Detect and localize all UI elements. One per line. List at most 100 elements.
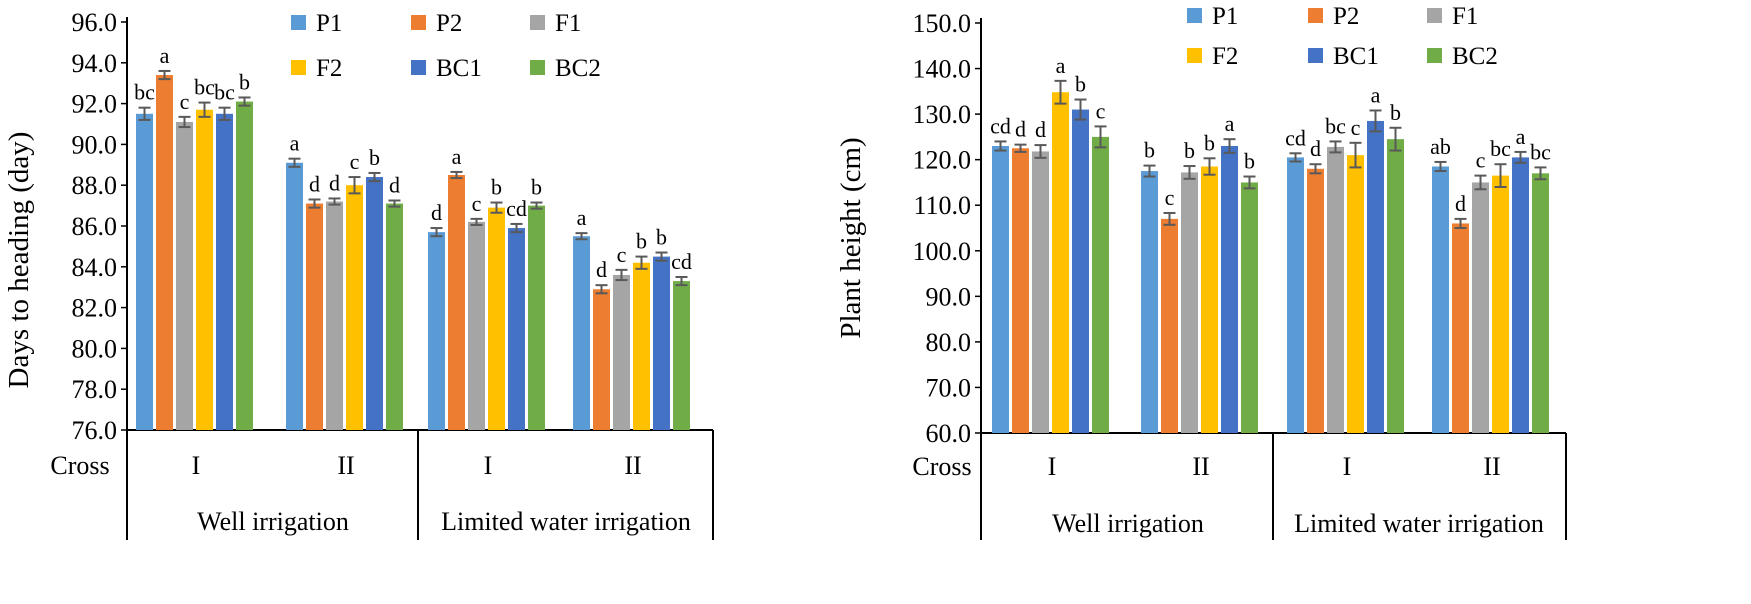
right-bar-f2 <box>1201 166 1218 433</box>
right-significance-letter: cd <box>1285 125 1306 150</box>
left-y-tick-label: 88.0 <box>72 171 118 200</box>
right-bar-f2 <box>1492 175 1509 433</box>
left-significance-letter: d <box>596 257 607 282</box>
left-legend-swatch-p1 <box>291 15 306 30</box>
right-category-label: II <box>1483 452 1500 481</box>
right-bar-p2 <box>1012 148 1029 433</box>
left-bar-bc2 <box>528 205 545 430</box>
right-cross-label: Cross <box>912 452 971 481</box>
right-y-tick-label: 60.0 <box>926 419 972 448</box>
right-y-axis-title: Plant height (cm) <box>835 137 867 338</box>
left-significance-letter: b <box>531 175 542 200</box>
left-bar-bc2 <box>386 203 403 430</box>
left-significance-letter: c <box>617 242 627 267</box>
left-bar-p2 <box>593 289 610 430</box>
left-y-tick-label: 86.0 <box>72 212 118 241</box>
left-significance-letter: b <box>636 229 647 254</box>
right-bar-p2 <box>1161 218 1178 433</box>
right-bar-f1 <box>1032 151 1049 433</box>
left-significance-letter: d <box>431 200 442 225</box>
right-group-label: Limited water irrigation <box>1294 509 1544 538</box>
left-y-tick-label: 96.0 <box>72 8 118 37</box>
left-bar-p1 <box>286 162 303 430</box>
right-significance-letter: a <box>1516 124 1526 149</box>
right-bar-bc2 <box>1387 139 1404 433</box>
right-significance-letter: d <box>1455 191 1466 216</box>
left-y-tick-label: 80.0 <box>72 334 118 363</box>
left-significance-letter: b <box>656 225 667 250</box>
right-legend-swatch-p2 <box>1308 8 1323 23</box>
left-bar-p1 <box>573 236 590 430</box>
left-legend-swatch-bc1 <box>411 60 426 75</box>
right-significance-letter: bc <box>1530 139 1551 164</box>
right-bar-bc1 <box>1221 146 1238 433</box>
left-y-tick-label: 94.0 <box>72 49 118 78</box>
left-significance-letter: a <box>290 131 300 156</box>
left-significance-letter: c <box>472 191 482 216</box>
right-legend-swatch-f2 <box>1187 48 1202 63</box>
right-category-label: I <box>1343 452 1352 481</box>
left-significance-letter: d <box>309 171 320 196</box>
right-significance-letter: b <box>1184 138 1195 163</box>
right-bar-f2 <box>1347 155 1364 433</box>
right-significance-letter: bc <box>1490 136 1511 161</box>
left-bar-p1 <box>136 113 153 431</box>
right-y-tick-label: 120.0 <box>913 146 972 175</box>
left-significance-letter: a <box>160 43 170 68</box>
left-group-label: Well irrigation <box>197 507 349 536</box>
left-significance-letter: bc <box>194 75 215 100</box>
left-significance-letter: b <box>239 69 250 94</box>
right-bar-p1 <box>1432 166 1449 433</box>
right-y-tick-label: 140.0 <box>913 55 972 84</box>
left-bar-bc1 <box>653 256 670 430</box>
left-y-tick-label: 84.0 <box>72 253 118 282</box>
left-bar-p2 <box>448 175 465 430</box>
right-significance-letter: a <box>1371 82 1381 107</box>
left-bar-f1 <box>176 121 193 431</box>
left-significance-letter: b <box>491 175 502 200</box>
right-significance-letter: c <box>1351 115 1361 140</box>
left-legend-swatch-f1 <box>530 15 545 30</box>
left-bar-f1 <box>468 221 485 430</box>
left-legend-swatch-p2 <box>411 15 426 30</box>
right-significance-letter: d <box>1015 117 1026 142</box>
right-bar-f1 <box>1472 182 1489 433</box>
right-significance-letter: a <box>1225 111 1235 136</box>
right-y-tick-label: 110.0 <box>913 191 971 220</box>
left-significance-letter: c <box>350 149 360 174</box>
right-significance-letter: ab <box>1430 134 1451 159</box>
right-significance-letter: b <box>1204 130 1215 155</box>
right-y-tick-label: 100.0 <box>913 237 972 266</box>
left-category-label: I <box>192 451 201 480</box>
right-group-label: Well irrigation <box>1052 509 1204 538</box>
right-category-label: II <box>1192 452 1209 481</box>
right-y-tick-label: 80.0 <box>926 328 972 357</box>
right-bar-f2 <box>1052 92 1069 433</box>
left-y-tick-label: 76.0 <box>72 416 118 445</box>
left-significance-letter: a <box>577 205 587 230</box>
left-y-tick-label: 82.0 <box>72 294 118 323</box>
left-legend-label: BC1 <box>436 55 482 82</box>
right-legend-swatch-bc1 <box>1308 48 1323 63</box>
right-significance-letter: b <box>1390 100 1401 125</box>
left-y-axis-title: Days to heading (day) <box>3 132 35 389</box>
left-category-label: II <box>624 451 641 480</box>
left-group-label: Limited water irrigation <box>441 507 691 536</box>
right-significance-letter: a <box>1056 53 1066 78</box>
left-bar-f1 <box>326 201 343 430</box>
left-legend-label: F2 <box>316 55 342 82</box>
left-significance-letter: cd <box>671 249 692 274</box>
left-legend-label: P2 <box>436 10 462 37</box>
right-legend-label: P2 <box>1333 3 1359 30</box>
right-bar-bc1 <box>1512 157 1529 433</box>
left-bar-p2 <box>156 75 173 430</box>
right-legend-swatch-f1 <box>1427 8 1442 23</box>
right-significance-letter: bc <box>1325 113 1346 138</box>
left-bar-f2 <box>488 207 505 430</box>
right-legend-label: F1 <box>1452 3 1478 30</box>
left-bar-f2 <box>633 262 650 430</box>
right-bar-f1 <box>1181 172 1198 433</box>
right-significance-letter: c <box>1165 185 1175 210</box>
left-bar-bc1 <box>366 177 383 430</box>
